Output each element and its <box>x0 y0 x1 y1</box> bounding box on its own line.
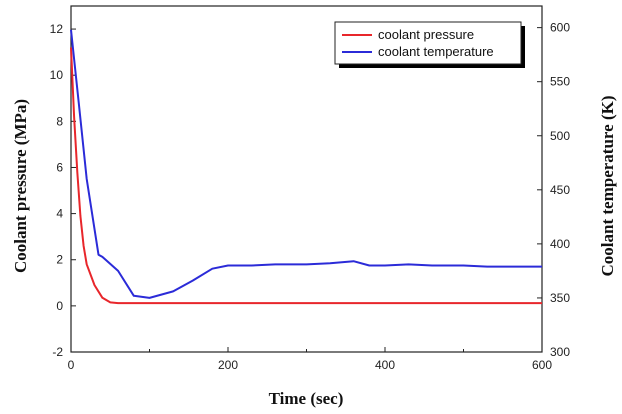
legend-box <box>334 21 522 65</box>
left-y-tick-label: 0 <box>56 299 63 313</box>
left-y-axis-ticks: -2 0 2 4 6 8 10 12 <box>50 22 76 359</box>
legend-label-temperature: coolant temperature <box>378 44 494 59</box>
right-y-tick-label: 600 <box>550 21 570 35</box>
x-tick-label: 200 <box>218 358 238 372</box>
series-line-coolant-temperature <box>70 29 542 299</box>
right-y-tick-label: 550 <box>550 75 570 89</box>
x-tick-label: 400 <box>375 358 395 372</box>
left-y-tick-label: 8 <box>56 114 63 128</box>
x-tick-label: 0 <box>68 358 75 372</box>
left-y-tick-label: 6 <box>56 160 63 174</box>
series-line-coolant-pressure <box>70 47 542 305</box>
right-y-tick-label: 400 <box>550 237 570 251</box>
right-y-tick-label: 300 <box>550 345 570 359</box>
left-y-tick-label: 4 <box>56 207 63 221</box>
right-y-tick-label: 500 <box>550 129 570 143</box>
x-axis-title: Time (sec) <box>269 389 344 408</box>
right-y-axis-ticks: 300 350 400 450 500 550 600 <box>537 21 570 359</box>
left-y-tick-label: -2 <box>52 345 63 359</box>
x-tick-label: 600 <box>532 358 552 372</box>
right-y-tick-label: 350 <box>550 291 570 305</box>
left-y-tick-label: 12 <box>50 22 64 36</box>
left-y-tick-label: 2 <box>56 253 63 267</box>
right-y-tick-label: 450 <box>550 183 570 197</box>
right-y-axis-title: Coolant temperature (K) <box>598 96 617 277</box>
x-axis-ticks: 0 200 400 600 <box>68 347 552 372</box>
legend: coolant pressure coolant temperature <box>334 21 525 68</box>
series-layer <box>70 29 542 305</box>
left-y-tick-label: 10 <box>50 68 64 82</box>
left-y-axis-title: Coolant pressure (MPa) <box>11 99 30 273</box>
legend-label-pressure: coolant pressure <box>378 27 474 42</box>
